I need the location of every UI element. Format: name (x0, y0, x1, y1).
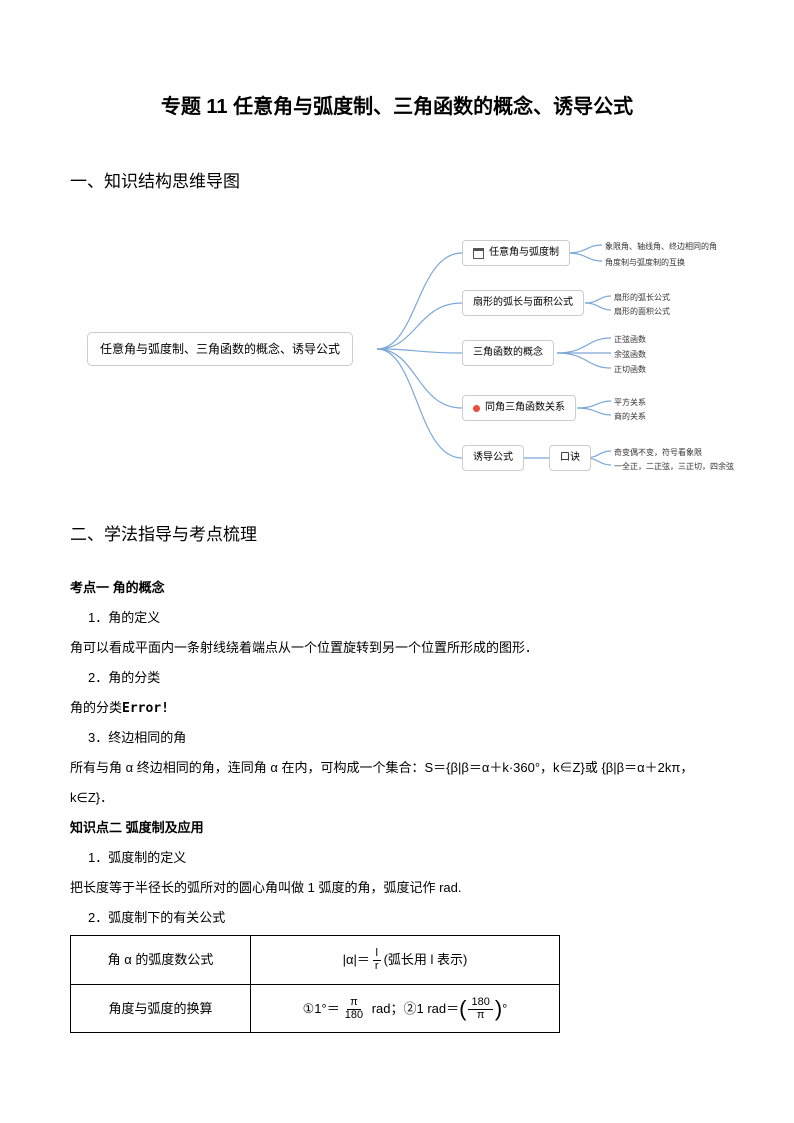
r2c2-b: rad；②1 rad＝ (368, 1001, 459, 1016)
mindmap-branch-3: 三角函数的概念 (462, 340, 554, 366)
body-content: 考点一 角的概念 1．角的定义 角可以看成平面内一条射线绕着端点从一个位置旋转到… (70, 573, 724, 1033)
kp2-title: 知识点二 弧度制及应用 (70, 813, 724, 843)
mindmap-leaf: 象限角、轴线角、终边相同的角 (605, 241, 717, 252)
mindmap-sub-box: 口诀 (549, 445, 591, 471)
kp1-2-text-a: 角的分类 (70, 700, 122, 715)
table-row: 角 α 的弧度数公式 |α|＝lr(弧长用 l 表示) (71, 935, 560, 984)
branch-label: 任意角与弧度制 (489, 241, 559, 265)
error-text: Error! (122, 701, 169, 716)
section-heading-1: 一、知识结构思维导图 (70, 167, 724, 192)
mindmap-branch-1: 任意角与弧度制 (462, 240, 570, 266)
fraction: lr (372, 948, 382, 972)
kp1-1-text: 角可以看成平面内一条射线绕着端点从一个位置旋转到另一个位置所形成的图形． (70, 633, 724, 663)
r2c2-a: ①1°＝ (303, 1001, 340, 1016)
kp2-1-text: 把长度等于半径长的弧所对的圆心角叫做 1 弧度的角，弧度记作 rad. (70, 873, 724, 903)
kp1-2: 2．角的分类 (70, 663, 724, 693)
cell-r1c1: 角 α 的弧度数公式 (71, 935, 251, 984)
mindmap-leaf: 商的关系 (614, 411, 646, 422)
mindmap-leaf: 平方关系 (614, 397, 646, 408)
kp1-3: 3．终边相同的角 (70, 723, 724, 753)
kp2-1: 1．弧度制的定义 (70, 843, 724, 873)
fraction: 180π (468, 997, 492, 1021)
mindmap-leaf: 奇变偶不变，符号看象限 (614, 447, 702, 458)
mindmap-center-node: 任意角与弧度制、三角函数的概念、诱导公式 (87, 332, 353, 366)
r2c2-c: ° (502, 1001, 507, 1016)
mindmap-leaf: 扇形的弧长公式 (614, 292, 670, 303)
mindmap-leaf: 正弦函数 (614, 334, 646, 345)
kp1-3-text: 所有与角 α 终边相同的角，连同角 α 在内，可构成一个集合：S＝{β|β＝α＋… (70, 753, 724, 813)
frac-den: π (474, 1010, 488, 1022)
branch-label: 扇形的弧长与面积公式 (473, 291, 573, 315)
mindmap-leaf: 角度制与弧度制的互换 (605, 257, 685, 268)
formula-table: 角 α 的弧度数公式 |α|＝lr(弧长用 l 表示) 角度与弧度的换算 ①1°… (70, 935, 560, 1034)
mindmap-diagram: 任意角与弧度制、三角函数的概念、诱导公式 任意角与弧度制 象限角、轴线角、终边相… (87, 220, 707, 480)
frac-num: l (373, 948, 381, 961)
mindmap-leaf: 扇形的面积公式 (614, 306, 670, 317)
frac-num: 180 (468, 997, 492, 1010)
mindmap-leaf: 正切函数 (614, 364, 646, 375)
paren-fraction: (180π) (459, 997, 502, 1021)
paren-left: ( (459, 998, 466, 1020)
kp2-2: 2．弧度制下的有关公式 (70, 903, 724, 933)
kp1-2-text: 角的分类Error! (70, 693, 724, 724)
mindmap-leaf: 余弦函数 (614, 349, 646, 360)
cell-r2c2: ①1°＝π180 rad；②1 rad＝(180π)° (251, 984, 560, 1033)
fraction: π180 (342, 997, 366, 1021)
table-row: 角度与弧度的换算 ①1°＝π180 rad；②1 rad＝(180π)° (71, 984, 560, 1033)
frac-num: π (347, 997, 361, 1010)
kp1-title: 考点一 角的概念 (70, 573, 724, 603)
cell-r2c1: 角度与弧度的换算 (71, 984, 251, 1033)
sub-label: 口诀 (560, 446, 580, 470)
cell-r1c2: |α|＝lr(弧长用 l 表示) (251, 935, 560, 984)
mindmap-branch-4: 同角三角函数关系 (462, 395, 576, 421)
branch-label: 三角函数的概念 (473, 341, 543, 365)
r1c2-b: (弧长用 l 表示) (384, 952, 468, 967)
r1c2-a: |α|＝ (343, 952, 370, 967)
page-title: 专题 11 任意角与弧度制、三角函数的概念、诱导公式 (70, 90, 724, 119)
mindmap-leaf: 一全正，二正弦，三正切，四余弦 (614, 461, 734, 472)
branch-label: 诱导公式 (473, 446, 513, 470)
frac-den: r (372, 961, 382, 973)
kp1-1: 1．角的定义 (70, 603, 724, 633)
section-heading-2: 二、学法指导与考点梳理 (70, 520, 724, 545)
mindmap-branch-2: 扇形的弧长与面积公式 (462, 290, 584, 316)
frac-den: 180 (342, 1010, 366, 1022)
mindmap-branch-5: 诱导公式 (462, 445, 524, 471)
branch-label: 同角三角函数关系 (485, 396, 565, 420)
